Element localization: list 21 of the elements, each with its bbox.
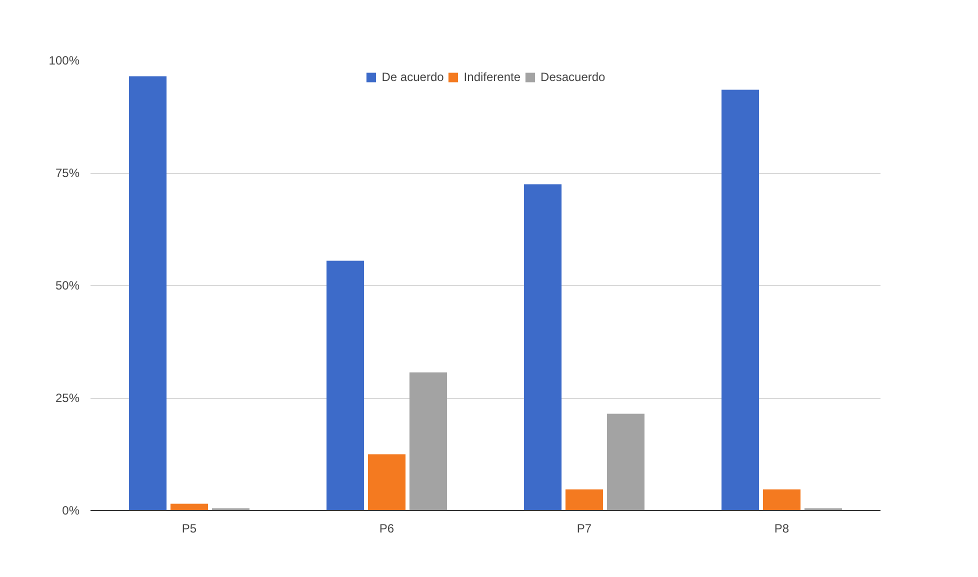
- bar: [606, 414, 644, 510]
- bar: [326, 260, 364, 510]
- bar: [409, 372, 447, 510]
- y-tick-label: 50%: [55, 278, 80, 292]
- bar: [129, 76, 167, 510]
- y-tick-label: 25%: [55, 391, 80, 405]
- y-tick-label: 100%: [48, 54, 80, 68]
- y-tick-label: 75%: [55, 166, 80, 180]
- legend-label: De acuerdo: [382, 70, 444, 84]
- bar: [524, 184, 562, 510]
- bar: [722, 90, 760, 510]
- bar: [565, 489, 604, 510]
- bar: [762, 489, 801, 510]
- x-tick-label: P7: [576, 522, 592, 536]
- bar: [368, 454, 406, 510]
- x-tick-label: P5: [182, 522, 197, 536]
- y-tick-label: 0%: [62, 504, 80, 518]
- legend-label: Desacuerdo: [540, 70, 606, 84]
- legend-label: Indiferente: [464, 70, 521, 84]
- x-tick-label: P6: [379, 522, 394, 536]
- x-tick-label: P8: [774, 522, 790, 536]
